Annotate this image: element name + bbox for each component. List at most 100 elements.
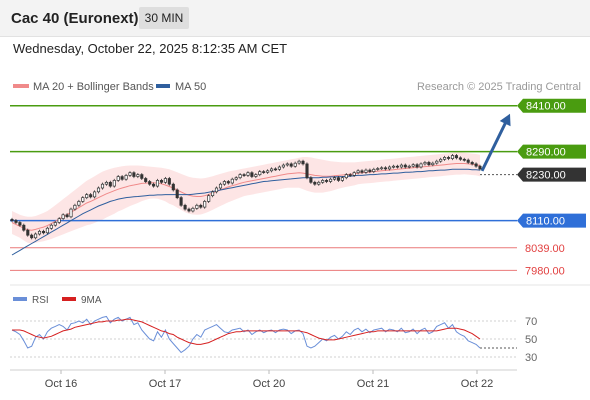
level-tag-8110.00 [517,213,586,228]
candle [171,183,175,191]
candle [262,171,266,173]
candle [403,164,407,168]
candle [289,163,293,167]
x-label-1: Oct 17 [149,378,181,390]
top-bar: Cac 40 (Euronext) 30 MIN [0,0,590,37]
candle [388,166,392,170]
rsi-legend-label: RSI [32,295,49,306]
rsi-tick-70: 70 [525,316,537,328]
x-label-4: Oct 22 [461,378,493,390]
candle [470,162,474,165]
timestamp: Wednesday, October 22, 2025 8:12:35 AM C… [13,41,288,56]
level-tag-8230.00 [517,167,586,182]
candle [104,181,108,185]
level-label-8039.00: 8039.00 [525,243,565,255]
interval-button[interactable]: 30 MIN [139,7,189,29]
candle [93,191,97,198]
level-label-7980.00: 7980.00 [525,265,565,277]
candle [474,163,478,167]
candle [435,160,439,164]
candle [140,174,144,179]
rsi-tick-30: 30 [525,352,537,364]
candle [285,163,289,166]
candle [297,160,301,164]
candle [100,183,105,189]
candle [203,201,207,208]
candle [89,194,93,198]
candle [195,204,199,209]
candle [163,178,167,183]
candle [116,176,120,181]
x-label-2: Oct 20 [253,378,285,390]
candle [352,172,356,176]
candle [77,201,81,206]
rsi-line [11,315,481,354]
candle [120,176,124,180]
candle [222,181,226,185]
candle [332,177,337,180]
candle [301,160,305,165]
candle [447,157,451,159]
candle [336,177,340,181]
candle [454,155,458,159]
candle [199,204,203,208]
candle [85,194,89,199]
candle [207,195,211,202]
candle [281,164,285,168]
ma20-line [11,163,481,231]
candle [313,181,317,185]
x-label-3: Oct 21 [357,378,389,390]
ma50-legend-label: MA 50 [175,81,206,93]
candle [214,187,219,193]
candle [293,162,297,167]
candle [395,165,399,168]
candle [30,234,34,239]
candle [242,174,246,176]
candle [266,170,270,173]
candle [187,208,191,212]
ma20-legend-swatch [13,84,29,88]
candle [344,174,348,179]
candle [37,230,42,235]
candle [415,164,419,168]
candle [22,224,26,231]
candle [81,197,85,202]
candle [419,163,423,168]
candle [384,167,388,170]
candle [321,180,325,183]
candle [183,204,187,210]
level-label-8230.00: 8230.00 [526,170,566,182]
candle [360,170,364,173]
projection-arrow [480,119,509,172]
candle [380,167,384,170]
level-label-8110.00: 8110.00 [526,216,565,228]
candle [348,174,352,176]
x-label-0: Oct 16 [45,378,77,390]
candle [391,165,396,168]
candle [191,207,195,212]
candle [148,181,152,185]
candle [10,219,14,221]
ma50-line [11,168,481,256]
candle [61,214,65,219]
time-axis: Oct 16 Oct 17 Oct 20 Oct 21 Oct 22 [45,370,493,390]
candle [49,224,53,229]
candle [325,180,329,182]
candle [305,163,309,179]
candle [45,227,49,234]
candle [309,177,313,183]
candle [254,174,258,177]
candle [376,168,380,170]
candle [226,181,230,184]
candle [18,222,22,226]
candle [431,162,435,166]
candle [466,159,470,163]
candle [423,162,427,165]
candle [439,158,443,162]
candle [329,178,333,182]
candle [152,183,156,187]
rsi-tick-50: 50 [525,334,537,346]
candle [218,183,223,189]
